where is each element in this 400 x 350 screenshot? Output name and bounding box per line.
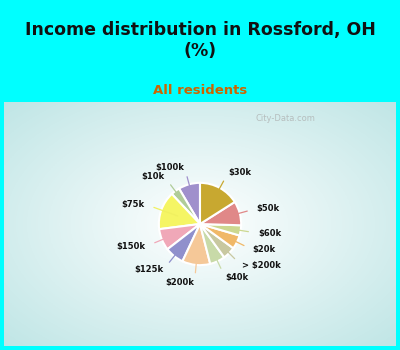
Wedge shape bbox=[172, 189, 200, 224]
Text: All residents: All residents bbox=[153, 84, 247, 97]
Text: $60k: $60k bbox=[258, 229, 281, 238]
Text: $10k: $10k bbox=[142, 173, 165, 182]
Wedge shape bbox=[200, 224, 240, 248]
Wedge shape bbox=[200, 224, 233, 257]
Text: $150k: $150k bbox=[117, 242, 146, 251]
Wedge shape bbox=[179, 183, 200, 224]
Text: $200k: $200k bbox=[166, 278, 194, 287]
Wedge shape bbox=[200, 224, 241, 236]
Text: $20k: $20k bbox=[253, 245, 276, 254]
Text: $30k: $30k bbox=[228, 168, 251, 177]
Text: $125k: $125k bbox=[134, 265, 163, 274]
Text: City-Data.com: City-Data.com bbox=[255, 114, 315, 123]
Wedge shape bbox=[200, 224, 224, 264]
Text: $50k: $50k bbox=[257, 204, 280, 213]
Text: $40k: $40k bbox=[225, 273, 248, 282]
Text: $100k: $100k bbox=[156, 163, 184, 172]
Text: $75k: $75k bbox=[122, 199, 145, 209]
Wedge shape bbox=[200, 202, 241, 225]
Wedge shape bbox=[182, 224, 210, 265]
Wedge shape bbox=[159, 194, 200, 229]
Wedge shape bbox=[200, 183, 235, 224]
Wedge shape bbox=[168, 224, 200, 261]
Text: > $200k: > $200k bbox=[242, 261, 280, 270]
Wedge shape bbox=[159, 224, 200, 249]
Text: Income distribution in Rossford, OH
(%): Income distribution in Rossford, OH (%) bbox=[24, 21, 376, 60]
